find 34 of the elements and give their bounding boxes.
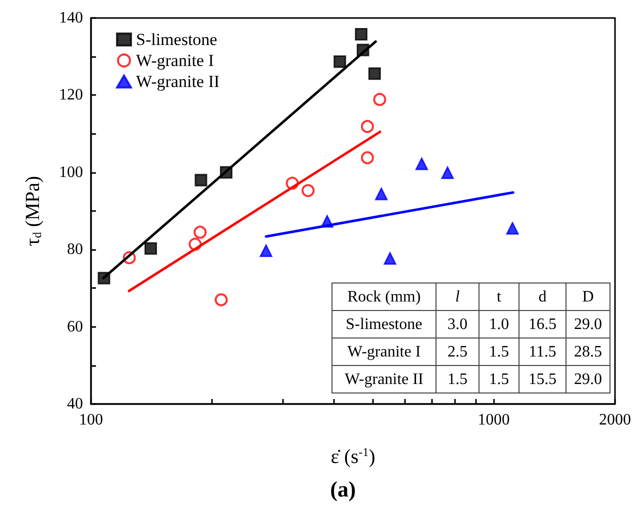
legend-label: W-granite II: [136, 72, 220, 91]
annotation: l: [455, 288, 460, 306]
y-tick-label: 60: [67, 318, 83, 336]
annotation: 15.5: [528, 370, 556, 388]
annotation: 2.5: [448, 343, 468, 360]
annotation: Rock (mm): [347, 288, 421, 306]
annotation: S-limestone: [346, 316, 422, 333]
y-tick-label: 40: [67, 396, 83, 412]
annotation: t: [496, 288, 502, 306]
y-tick-label: 140: [59, 10, 83, 26]
annotation: 1.0: [489, 316, 509, 333]
annotation: 1.5: [489, 343, 509, 360]
annotation: 16.5: [528, 316, 556, 333]
x-tick-label: 100: [79, 412, 103, 428]
annotation: 29.0: [574, 316, 602, 333]
annotation: 1.5: [489, 370, 509, 388]
text: (a): [330, 476, 356, 502]
annotation: 3.0: [448, 316, 468, 333]
y-tick-label: 80: [67, 241, 83, 258]
annotation: 29.0: [574, 370, 602, 388]
x-tick-label: 1000: [478, 412, 510, 428]
y-tick-label: 120: [59, 86, 83, 104]
annotation: D: [582, 288, 594, 306]
annotation: d: [538, 288, 546, 306]
annotation: 1.5: [448, 370, 468, 388]
annotation: 11.5: [528, 343, 556, 360]
y-axis-title: τd (MPa): [22, 176, 44, 246]
y-tick-label: 100: [59, 164, 83, 181]
legend-label: S-limestone: [136, 30, 218, 49]
annotation: 28.5: [574, 343, 602, 360]
annotation: W-granite II: [344, 370, 424, 388]
legend-label: W-granite I: [136, 51, 214, 70]
annotation: W-granite I: [347, 343, 421, 360]
x-tick-label: 2000: [599, 412, 631, 428]
